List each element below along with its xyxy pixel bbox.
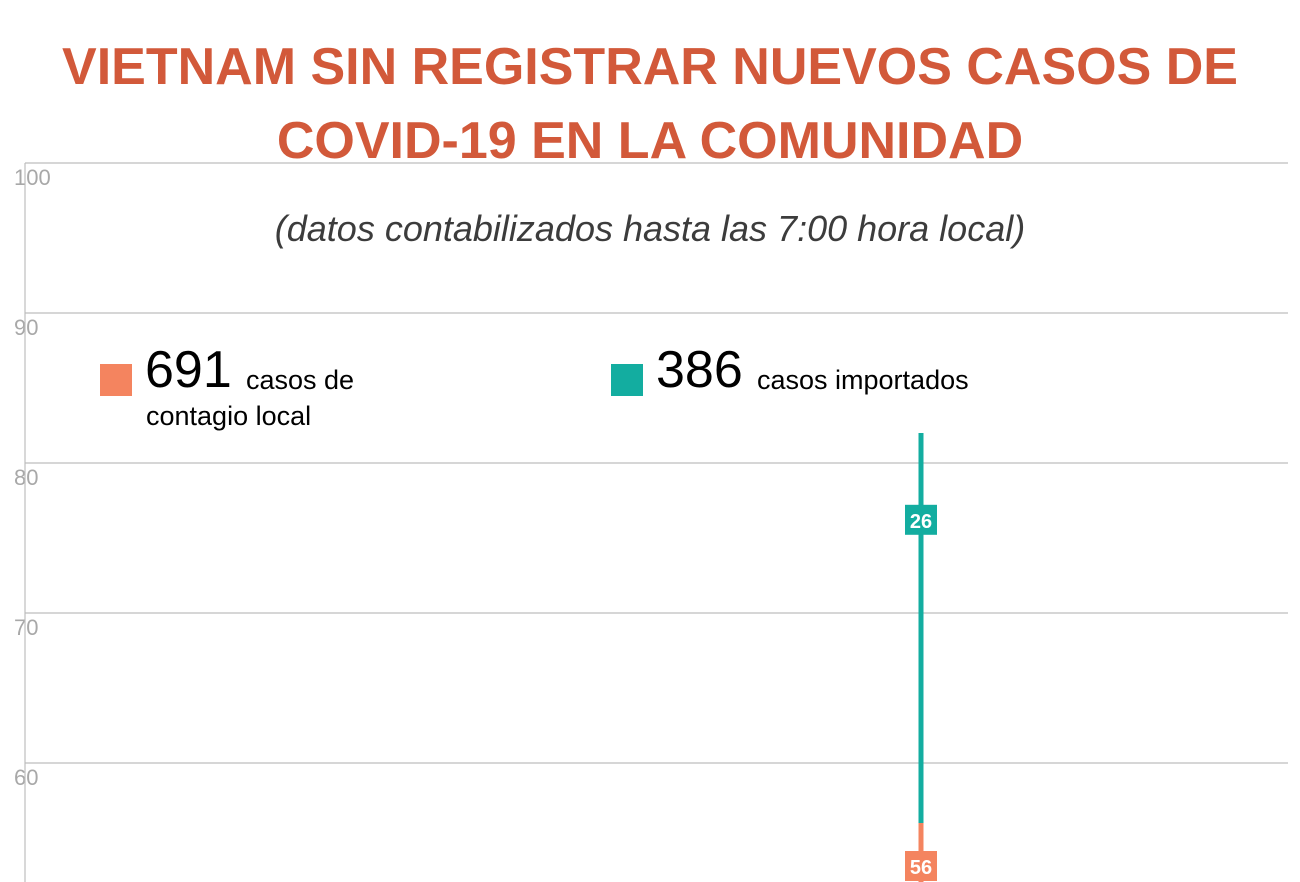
data-label-box-imported — [905, 504, 937, 535]
chart-title-line1: VIETNAM SIN REGISTRAR NUEVOS CASOS DE — [62, 38, 1238, 96]
y-tick-label-100: 100 — [14, 165, 51, 190]
y-tick-label-90: 90 — [14, 315, 38, 340]
legend-text-local-line1: casos de — [246, 365, 355, 395]
legend-text-local-line2: contagio local — [146, 401, 312, 431]
legend-text-imported: casos importados — [757, 365, 969, 395]
bar-segment-imported — [918, 433, 924, 823]
data-label-box-local — [905, 851, 937, 881]
legend-number-imported: 386 — [656, 341, 743, 399]
legend-number-local: 691 — [145, 341, 232, 399]
legend-swatch-imported — [611, 364, 643, 396]
legend-swatch-local — [100, 364, 132, 396]
chart-title-line2: COVID-19 EN LA COMUNIDAD — [276, 112, 1024, 170]
y-tick-label-80: 80 — [14, 465, 38, 490]
data-label-local: 56 — [910, 857, 932, 879]
data-label-imported: 26 — [910, 511, 932, 533]
chart-subtitle: (datos contabilizados hasta las 7:00 hor… — [274, 208, 1026, 249]
y-tick-label-70: 70 — [14, 615, 38, 640]
y-tick-label-60: 60 — [14, 765, 38, 790]
